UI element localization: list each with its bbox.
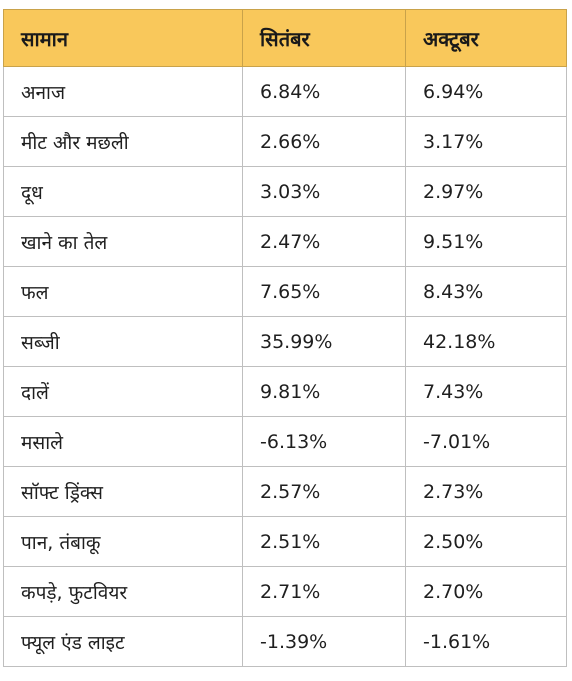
table-row: पान, तंबाकू 2.51% 2.50% <box>3 516 567 567</box>
september-value-cell: -1.39% <box>242 616 406 667</box>
table-row: मसाले -6.13% -7.01% <box>3 416 567 467</box>
table-row: फ्यूल एंड लाइट -1.39% -1.61% <box>3 616 567 667</box>
september-value-cell: 2.51% <box>242 516 406 567</box>
september-value-cell: 2.66% <box>242 116 406 167</box>
inflation-table-container: सामान सितंबर अक्टूबर अनाज 6.84% 6.94% मी… <box>3 9 567 667</box>
table-row: खाने का तेल 2.47% 9.51% <box>3 216 567 267</box>
item-cell: पान, तंबाकू <box>3 516 243 567</box>
table-row: सब्जी 35.99% 42.18% <box>3 316 567 367</box>
table-row: कपड़े, फुटवियर 2.71% 2.70% <box>3 566 567 617</box>
september-value-cell: 2.57% <box>242 466 406 517</box>
october-value-cell: -7.01% <box>405 416 567 467</box>
column-header-item: सामान <box>3 9 243 67</box>
september-value-cell: 9.81% <box>242 366 406 417</box>
header-row: सामान सितंबर अक्टूबर <box>3 9 567 67</box>
item-cell: सॉफ्ट ड्रिंक्स <box>3 466 243 517</box>
september-value-cell: 7.65% <box>242 266 406 317</box>
item-cell: दूध <box>3 166 243 217</box>
october-value-cell: -1.61% <box>405 616 567 667</box>
item-cell: दालें <box>3 366 243 417</box>
table-row: सॉफ्ट ड्रिंक्स 2.57% 2.73% <box>3 466 567 517</box>
table-row: अनाज 6.84% 6.94% <box>3 66 567 117</box>
october-value-cell: 2.50% <box>405 516 567 567</box>
table-header: सामान सितंबर अक्टूबर <box>3 9 567 67</box>
table-row: फल 7.65% 8.43% <box>3 266 567 317</box>
inflation-table: सामान सितंबर अक्टूबर अनाज 6.84% 6.94% मी… <box>3 9 567 667</box>
september-value-cell: -6.13% <box>242 416 406 467</box>
table-body: अनाज 6.84% 6.94% मीट और मछली 2.66% 3.17%… <box>3 66 567 667</box>
item-cell: कपड़े, फुटवियर <box>3 566 243 617</box>
october-value-cell: 42.18% <box>405 316 567 367</box>
september-value-cell: 35.99% <box>242 316 406 367</box>
september-value-cell: 3.03% <box>242 166 406 217</box>
item-cell: मीट और मछली <box>3 116 243 167</box>
october-value-cell: 6.94% <box>405 66 567 117</box>
column-header-october: अक्टूबर <box>405 9 567 67</box>
item-cell: सब्जी <box>3 316 243 367</box>
item-cell: खाने का तेल <box>3 216 243 267</box>
item-cell: फल <box>3 266 243 317</box>
september-value-cell: 2.71% <box>242 566 406 617</box>
september-value-cell: 6.84% <box>242 66 406 117</box>
september-value-cell: 2.47% <box>242 216 406 267</box>
october-value-cell: 2.70% <box>405 566 567 617</box>
october-value-cell: 9.51% <box>405 216 567 267</box>
october-value-cell: 2.73% <box>405 466 567 517</box>
table-row: दालें 9.81% 7.43% <box>3 366 567 417</box>
table-row: दूध 3.03% 2.97% <box>3 166 567 217</box>
october-value-cell: 7.43% <box>405 366 567 417</box>
item-cell: फ्यूल एंड लाइट <box>3 616 243 667</box>
october-value-cell: 8.43% <box>405 266 567 317</box>
october-value-cell: 3.17% <box>405 116 567 167</box>
item-cell: अनाज <box>3 66 243 117</box>
table-row: मीट और मछली 2.66% 3.17% <box>3 116 567 167</box>
item-cell: मसाले <box>3 416 243 467</box>
column-header-september: सितंबर <box>242 9 406 67</box>
october-value-cell: 2.97% <box>405 166 567 217</box>
